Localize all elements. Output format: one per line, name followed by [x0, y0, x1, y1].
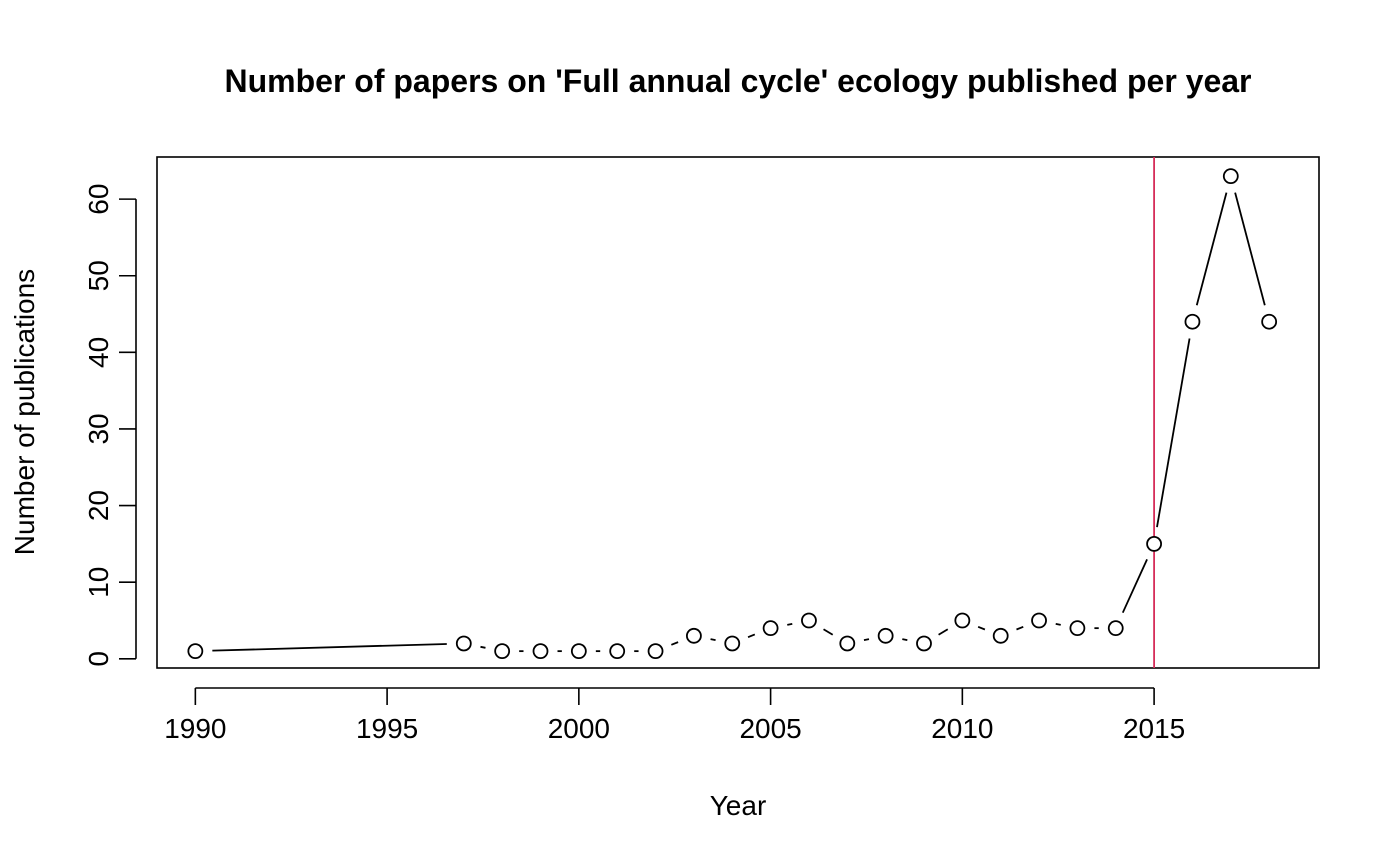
- data-point: [954, 612, 971, 629]
- series-segment: [710, 638, 716, 642]
- data-point: [494, 643, 511, 660]
- x-tick-label: 1995: [356, 713, 418, 744]
- series-segment: [823, 628, 834, 636]
- chart-title: Number of papers on 'Full annual cycle' …: [224, 63, 1251, 99]
- x-tick-label: 2000: [548, 713, 610, 744]
- x-tick-label: 2010: [931, 713, 993, 744]
- series-segment: [863, 638, 870, 642]
- data-point: [1261, 313, 1278, 330]
- series-segment: [1195, 192, 1228, 306]
- series-segment: [671, 641, 679, 646]
- series-segment: [747, 633, 756, 639]
- data-point: [1184, 313, 1201, 330]
- data-point: [685, 627, 702, 644]
- data-point: [801, 612, 817, 629]
- data-point: [724, 635, 741, 652]
- series-segment: [1055, 622, 1061, 626]
- data-point: [1107, 620, 1124, 637]
- y-tick-label: 30: [83, 413, 114, 444]
- series-segment: [1121, 558, 1148, 614]
- series-segment: [1016, 625, 1024, 631]
- x-tick-label: 2015: [1123, 713, 1185, 744]
- y-tick-label: 60: [83, 184, 114, 215]
- x-axis-label: Year: [710, 790, 767, 821]
- data-point: [1222, 168, 1239, 185]
- data-point: [609, 643, 626, 660]
- data-point: [532, 643, 549, 660]
- series-segment: [977, 625, 986, 631]
- data-point: [455, 635, 472, 652]
- data-point: [1069, 620, 1086, 637]
- data-point: [1031, 612, 1047, 629]
- y-tick-label: 0: [83, 651, 114, 667]
- series-segment: [902, 638, 908, 642]
- series-segment: [1234, 192, 1266, 306]
- y-tick-label: 10: [83, 567, 114, 598]
- data-point: [570, 643, 587, 660]
- data-point: [1146, 535, 1162, 552]
- y-axis: 0 10 20 30 40 50 60: [83, 184, 137, 667]
- data-point: [839, 635, 856, 652]
- data-point: [916, 635, 932, 652]
- data-point: [187, 643, 204, 660]
- series-segment: [938, 628, 949, 636]
- x-tick-label: 1990: [164, 713, 226, 744]
- series-line: [212, 192, 1266, 653]
- series-segment: [212, 643, 447, 652]
- x-axis: 1990 1995 2000 2005 2010 2015: [164, 687, 1185, 744]
- data-point: [762, 620, 779, 637]
- series-segment: [1156, 338, 1191, 528]
- y-tick-label: 20: [83, 490, 114, 521]
- series-segment: [787, 622, 793, 626]
- y-tick-label: 50: [83, 260, 114, 291]
- y-tick-label: 40: [83, 337, 114, 368]
- plot-frame: [156, 156, 1320, 669]
- series-segment: [480, 645, 486, 649]
- y-axis-label: Number of publications: [9, 269, 40, 555]
- x-tick-label: 2005: [739, 713, 801, 744]
- series-points: [187, 168, 1278, 660]
- data-point: [877, 627, 894, 644]
- data-point: [647, 643, 664, 660]
- data-point: [992, 627, 1009, 644]
